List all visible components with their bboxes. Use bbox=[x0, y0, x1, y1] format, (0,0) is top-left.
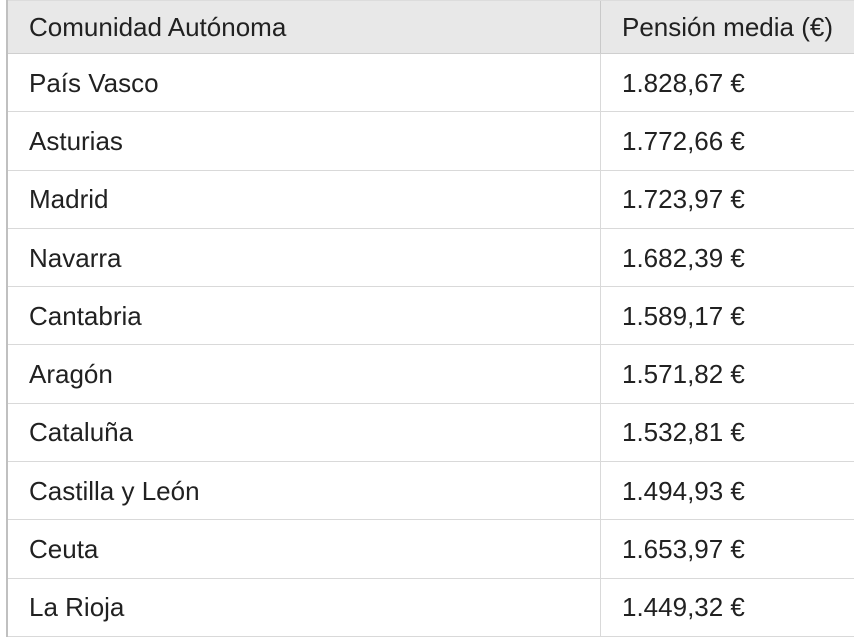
table-row: Cantabria 1.589,17 € bbox=[8, 287, 854, 346]
table-row: Aragón 1.571,82 € bbox=[8, 345, 854, 404]
pension-cell: 1.723,97 € bbox=[600, 170, 854, 228]
pension-cell: 1.494,93 € bbox=[600, 462, 854, 520]
pension-cell: 1.653,97 € bbox=[600, 520, 854, 578]
region-cell: Madrid bbox=[29, 184, 109, 215]
region-cell: Asturias bbox=[29, 125, 123, 156]
pension-cell: 1.828,67 € bbox=[600, 54, 854, 112]
table-row: País Vasco 1.828,67 € bbox=[8, 54, 854, 113]
region-cell: Navarra bbox=[29, 242, 122, 273]
pension-cell: 1.532,81 € bbox=[600, 403, 854, 462]
table-row: Cataluña 1.532,81 € bbox=[8, 403, 854, 463]
table-header-row: Comunidad Autónoma Pensión media (€) bbox=[8, 0, 854, 54]
table-row: Asturias 1.772,66 € bbox=[8, 112, 854, 171]
region-cell: País Vasco bbox=[29, 67, 159, 98]
table-row: Madrid 1.723,97 € bbox=[8, 170, 854, 229]
header-cell-pension: Pensión media (€) bbox=[600, 1, 854, 53]
header-cell-region: Comunidad Autónoma bbox=[29, 12, 287, 42]
pension-cell: 1.589,17 € bbox=[600, 287, 854, 345]
pension-cell: 1.772,66 € bbox=[600, 112, 854, 170]
region-cell: Castilla y León bbox=[29, 475, 200, 506]
pension-table: Comunidad Autónoma Pensión media (€) Paí… bbox=[6, 0, 854, 637]
pension-cell: 1.571,82 € bbox=[600, 345, 854, 403]
table-row: La Rioja 1.449,32 € bbox=[8, 578, 854, 637]
region-cell: Aragón bbox=[29, 359, 113, 390]
table-row: Navarra 1.682,39 € bbox=[8, 228, 854, 288]
pension-cell: 1.449,32 € bbox=[600, 578, 854, 636]
region-cell: Cataluña bbox=[29, 417, 134, 448]
pension-cell: 1.682,39 € bbox=[600, 228, 854, 287]
region-cell: Ceuta bbox=[29, 534, 99, 565]
table-row: Castilla y León 1.494,93 € bbox=[8, 462, 854, 521]
region-cell: La Rioja bbox=[29, 592, 125, 623]
table-row: Ceuta 1.653,97 € bbox=[8, 520, 854, 579]
region-cell: Cantabria bbox=[29, 300, 142, 331]
